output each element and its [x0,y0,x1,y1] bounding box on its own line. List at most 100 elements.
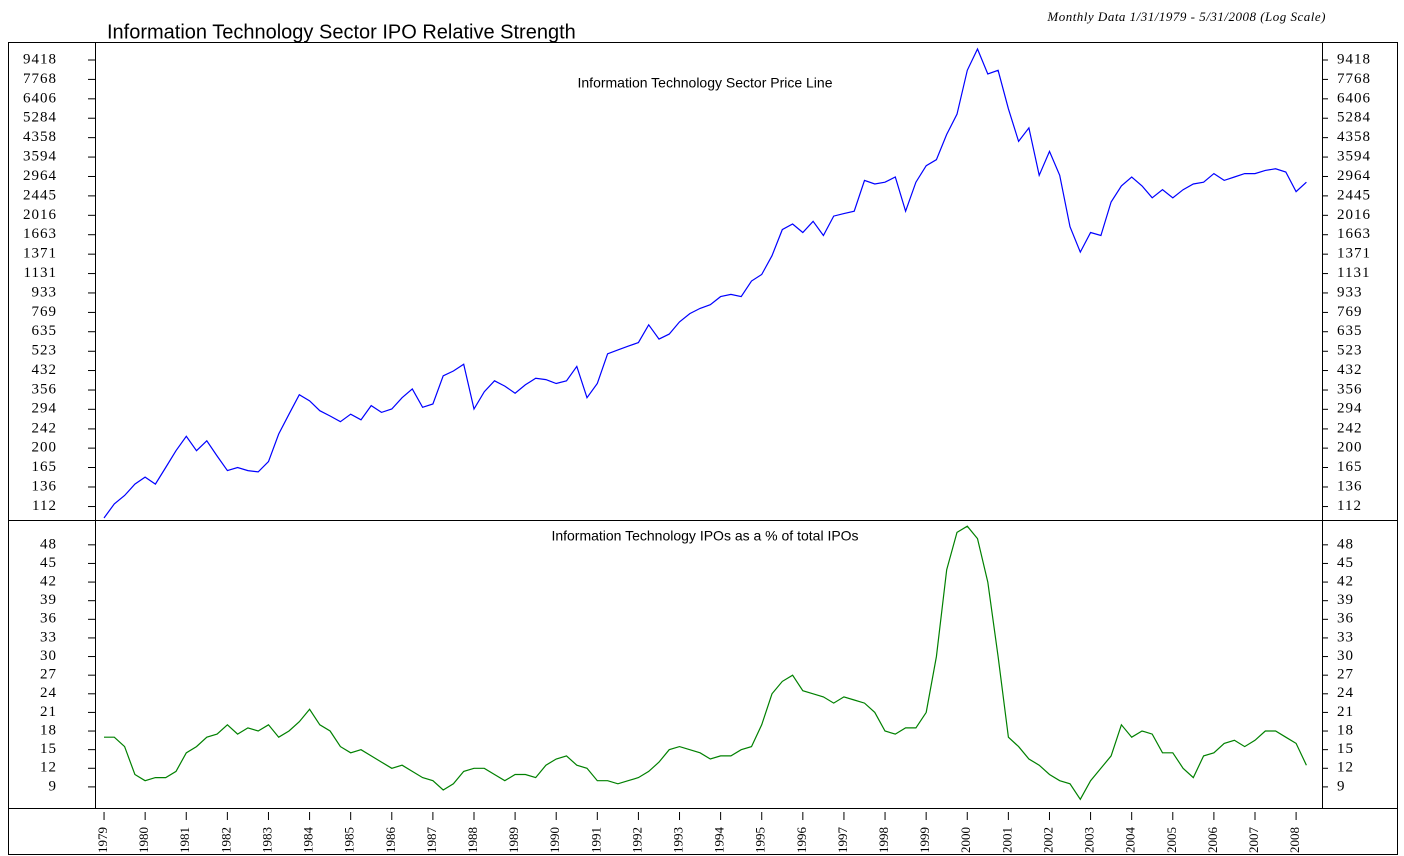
y-tick-label: 2445 [23,187,57,203]
y-tick-label: 7768 [1337,71,1371,87]
x-tick-label: 1980 [136,827,151,853]
y-tick-label: 635 [32,323,58,339]
y-tick-label: 45 [1337,555,1354,571]
chart-title: Information Technology Sector IPO Relati… [107,21,576,43]
y-tick-label: 33 [1337,629,1354,645]
y-tick-label: 27 [40,667,57,683]
chart-subtitle: Monthly Data 1/31/1979 - 5/31/2008 (Log … [1046,9,1326,24]
y-tick-label: 7768 [23,71,57,87]
y-tick-label: 165 [32,459,58,475]
x-tick-label: 1984 [301,827,316,854]
y-tick-label: 36 [40,611,57,627]
y-tick-label: 432 [32,362,58,378]
frame [8,42,1398,855]
y-tick-label: 933 [1337,284,1363,300]
x-tick-label: 1985 [342,827,357,853]
y-tick-label: 2445 [1337,187,1371,203]
y-tick-label: 12 [1337,760,1354,776]
y-tick-label: 2016 [23,207,57,223]
x-tick-label: 1988 [465,827,480,853]
y-tick-label: 2016 [1337,207,1371,223]
y-tick-label: 27 [1337,667,1354,683]
y-tick-label: 200 [32,440,58,456]
x-tick-label: 1998 [876,827,891,853]
x-tick-label: 1983 [259,827,274,853]
x-tick-label: 1989 [506,827,521,853]
y-tick-label: 356 [32,381,58,397]
x-tick-label: 2005 [1164,827,1179,853]
y-tick-label: 4358 [1337,129,1371,145]
y-tick-label: 39 [1337,592,1354,608]
y-tick-label: 432 [1337,362,1363,378]
y-tick-label: 1663 [23,226,57,242]
y-tick-label: 5284 [23,110,57,126]
y-tick-label: 112 [1337,498,1362,514]
y-tick-label: 9418 [1337,51,1371,67]
y-tick-label: 1663 [1337,226,1371,242]
y-tick-label: 4358 [23,129,57,145]
x-tick-label: 1999 [917,827,932,853]
data-line [103,47,1307,519]
y-tick-label: 933 [32,284,58,300]
y-tick-label: 30 [1337,648,1354,664]
y-tick-label: 136 [1337,478,1363,494]
y-tick-label: 9 [49,778,58,794]
y-tick-label: 2964 [1337,168,1371,184]
x-tick-label: 2003 [1082,827,1097,853]
x-tick-label: 1986 [383,827,398,854]
y-tick-label: 294 [32,401,58,417]
y-tick-label: 33 [40,629,57,645]
y-tick-label: 9418 [23,51,57,67]
y-tick-label: 48 [40,536,57,552]
x-tick-label: 1992 [629,827,644,853]
y-tick-label: 24 [40,685,57,701]
x-tick-label: 1981 [177,827,192,853]
y-tick-label: 112 [32,498,57,514]
x-tick-label: 1995 [753,827,768,853]
y-tick-label: 6406 [1337,90,1371,106]
annotation: Information Technology IPOs as a % of to… [551,528,858,544]
y-tick-label: 24 [1337,685,1354,701]
x-tick-label: 2002 [1040,827,1055,853]
y-tick-label: 30 [40,648,57,664]
y-tick-label: 15 [40,741,57,757]
y-tick-label: 9 [1337,778,1346,794]
y-tick-label: 45 [40,555,57,571]
y-tick-label: 21 [1337,704,1354,720]
y-tick-label: 42 [1337,574,1354,590]
y-tick-label: 18 [40,722,57,738]
y-tick-label: 36 [1337,611,1354,627]
y-tick-label: 12 [40,760,57,776]
y-tick-label: 5284 [1337,110,1371,126]
y-tick-label: 1131 [24,265,57,281]
x-tick-label: 1996 [794,827,809,854]
x-tick-label: 1997 [835,827,850,854]
x-tick-label: 2006 [1205,827,1220,854]
y-tick-label: 242 [1337,420,1363,436]
x-tick-label: 1982 [218,827,233,853]
x-tick-label: 1990 [547,827,562,853]
y-tick-label: 39 [40,592,57,608]
y-tick-label: 2964 [23,168,57,184]
x-tick-label: 2004 [1123,827,1138,854]
y-tick-label: 18 [1337,722,1354,738]
y-tick-label: 6406 [23,90,57,106]
annotation: Information Technology Sector Price Line [578,75,833,91]
y-tick-label: 523 [1337,343,1363,359]
y-tick-label: 769 [32,304,58,320]
y-tick-label: 165 [1337,459,1363,475]
y-tick-label: 356 [1337,381,1363,397]
y-tick-label: 294 [1337,401,1363,417]
y-tick-label: 1371 [23,246,57,262]
y-tick-label: 48 [1337,536,1354,552]
y-tick-label: 15 [1337,741,1354,757]
x-tick-label: 1994 [712,827,727,854]
data-line [104,525,1307,801]
y-tick-label: 3594 [23,149,57,165]
x-tick-label: 2000 [958,827,973,853]
y-tick-label: 1131 [1337,265,1370,281]
y-tick-label: 21 [40,704,57,720]
x-tick-label: 1987 [424,827,439,854]
y-tick-label: 3594 [1337,149,1371,165]
y-tick-label: 523 [32,343,58,359]
